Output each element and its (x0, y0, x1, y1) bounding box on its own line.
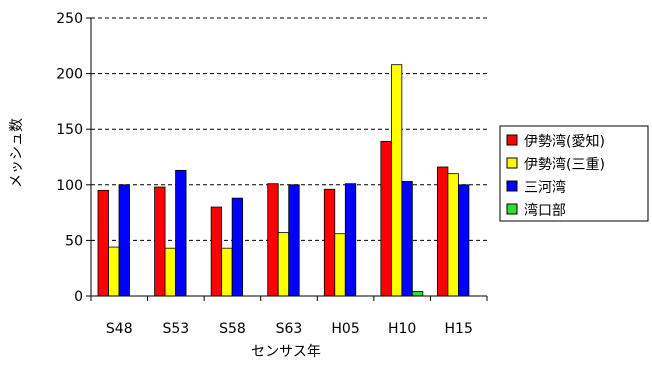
x-axis-title: センサス年 (251, 344, 321, 360)
bar (118, 184, 130, 297)
y-tick-label: 0 (74, 289, 83, 305)
bar (175, 169, 187, 297)
y-tick-label: 200 (56, 67, 83, 83)
legend-swatch (506, 203, 518, 215)
bar (221, 247, 233, 297)
bar (231, 197, 244, 297)
x-tick-label: S48 (106, 321, 133, 337)
legend-swatch (506, 180, 518, 192)
bar (323, 188, 336, 297)
bar (401, 181, 413, 297)
y-tick-label: 50 (65, 233, 83, 249)
bars (97, 64, 470, 297)
bar (344, 183, 357, 297)
legend-label: 湾口部 (524, 202, 566, 219)
bar (411, 291, 424, 297)
bar (210, 206, 223, 297)
bar (267, 183, 279, 297)
x-tick-label: S53 (163, 321, 190, 337)
bar (380, 141, 392, 297)
gridlines (91, 17, 487, 241)
bar (390, 64, 403, 297)
legend-label: 伊勢湾(三重) (524, 156, 605, 173)
bar (164, 247, 176, 297)
axes (86, 17, 488, 301)
bar (97, 189, 109, 297)
y-tick-label: 100 (56, 178, 83, 194)
bar (154, 186, 166, 297)
x-tick-label: S58 (219, 321, 246, 337)
x-tick-labels: S48 S53 S58 S63 H05 H10 H15 (106, 321, 473, 337)
bar (458, 184, 470, 297)
bar (437, 166, 449, 297)
x-tick-label: H15 (445, 321, 473, 337)
legend-label: 伊勢湾(愛知) (524, 133, 605, 150)
y-axis-title: メッシュ数 (9, 118, 25, 188)
legend-swatch (506, 134, 518, 146)
y-tick-label: 150 (56, 122, 83, 138)
y-tick-label: 250 (56, 11, 83, 27)
x-tick-label: S63 (276, 321, 303, 337)
y-tick-labels: 0 50 100 150 200 250 (56, 11, 83, 305)
bar (108, 246, 120, 297)
bar (447, 173, 459, 297)
bar (288, 184, 300, 297)
bar (334, 233, 346, 297)
x-tick-label: H05 (331, 321, 359, 337)
legend-swatch (506, 157, 518, 169)
bar (277, 232, 290, 297)
legend-label: 三河湾 (524, 179, 566, 196)
x-tick-label: H10 (388, 321, 416, 337)
legend-frame (499, 125, 649, 222)
